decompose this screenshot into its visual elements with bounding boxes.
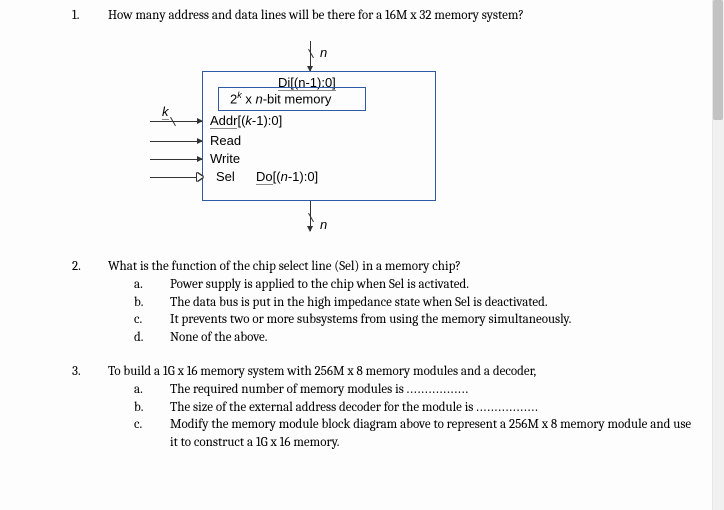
q3-body: To build a 1G x 16 memory system with 25… (108, 364, 536, 379)
q2-b: b.The data bus is put in the high impeda… (152, 294, 700, 312)
do-slash (308, 213, 314, 222)
addr-label: Addr[(k-1):0] (210, 113, 282, 128)
question-1: 1.How many address and data lines will b… (60, 8, 700, 241)
q3-a: a.The required number of memory modules … (152, 381, 700, 399)
sel-arrowhead (197, 173, 203, 181)
q2-choices: a.Power supply is applied to the chip wh… (152, 276, 700, 346)
q3-parts: a.The required number of memory modules … (152, 381, 700, 451)
q3-num: 3. (90, 364, 108, 379)
scrollbar-thumb[interactable] (713, 0, 723, 120)
q2-text: 2.What is the function of the chip selec… (90, 259, 700, 274)
sel-line (150, 177, 202, 178)
write-label: Write (210, 151, 240, 166)
q3-c: c.Modify the memory module block diagram… (152, 416, 700, 451)
addr-arrow (150, 121, 202, 122)
q2-num: 2. (90, 259, 108, 274)
q3-b: b.The size of the external address decod… (152, 399, 700, 417)
scrollbar-track[interactable] (712, 0, 724, 510)
n-bot: n (320, 217, 327, 232)
do-label: Do[(n-1):0] (256, 169, 318, 184)
read-label: Read (210, 133, 241, 148)
read-arrow (150, 141, 202, 142)
q1-body: How many address and data lines will be … (108, 8, 524, 23)
di-arrow (310, 41, 311, 71)
n-top: n (320, 45, 327, 60)
q1-num: 1. (90, 8, 108, 23)
question-2: 2.What is the function of the chip selec… (60, 259, 700, 346)
k-label: k (162, 104, 169, 120)
memory-diagram: n Di[(n-1):0] 2k x n-bit memory k Addr[(… (160, 41, 480, 241)
sel-label: Sel (216, 169, 235, 184)
q2-c: c.It prevents two or more subsystems fro… (152, 311, 700, 329)
q1-text: 1.How many address and data lines will b… (90, 8, 700, 23)
q3-text: 3.To build a 1G x 16 memory system with … (90, 364, 700, 379)
q2-a: a.Power supply is applied to the chip wh… (152, 276, 700, 294)
write-arrow (150, 159, 202, 160)
q2-d: d.None of the above. (152, 329, 700, 347)
page: 1.How many address and data lines will b… (60, 0, 700, 451)
q2-body: What is the function of the chip select … (108, 259, 461, 274)
main-label: 2k x n-bit memory (230, 90, 331, 106)
question-3: 3.To build a 1G x 16 memory system with … (60, 364, 700, 451)
di-slash (308, 49, 314, 58)
